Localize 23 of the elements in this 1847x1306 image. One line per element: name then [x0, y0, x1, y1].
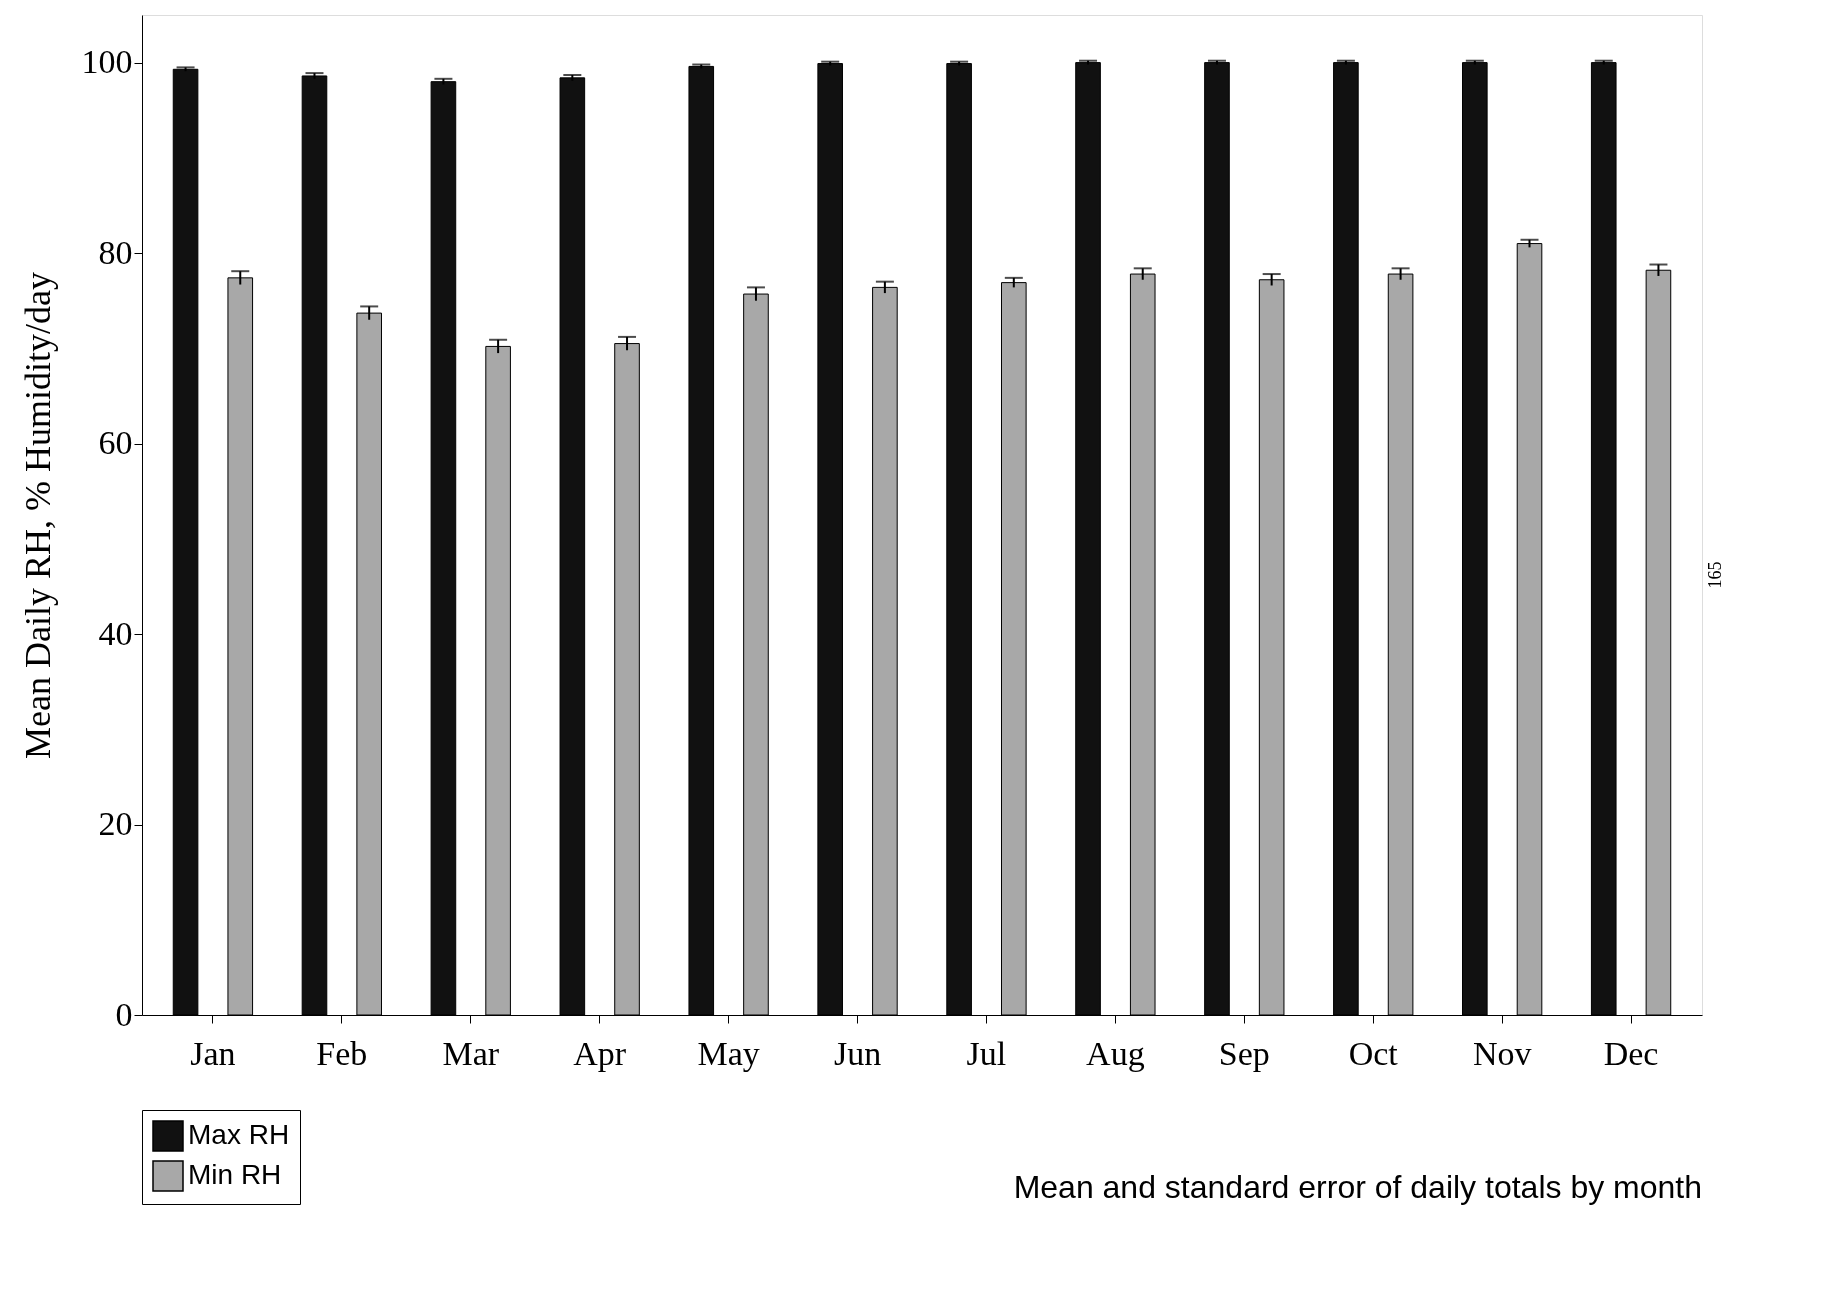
x-tick-label: Jan [190, 1034, 236, 1072]
y-tick-label: 20 [98, 805, 133, 843]
y-tick-label: 80 [98, 233, 133, 271]
y-tick-label: 100 [81, 43, 133, 81]
x-tick-label: Aug [1086, 1034, 1145, 1072]
x-tick-label: Apr [573, 1034, 627, 1072]
x-tick-label: Oct [1348, 1034, 1399, 1072]
y-axis-title: Mean Daily RH, % Humidity/day [17, 272, 58, 759]
y-tick-label: 60 [98, 424, 133, 462]
x-tick-label: Mar [442, 1034, 500, 1072]
x-tick-label: Feb [316, 1034, 368, 1072]
y-tick-label: 40 [98, 614, 133, 652]
text: Mean and standard error of daily totals by month [1013, 1169, 1702, 1205]
x-tick-label: Dec [1603, 1034, 1659, 1072]
legend-label: Max RH [188, 1119, 290, 1150]
x-tick-label: May [697, 1034, 760, 1072]
y-tick-label: 0 [115, 995, 133, 1033]
text: 165 [1705, 561, 1725, 589]
x-tick-label: Jun [833, 1034, 882, 1072]
legend-label: Min RH [188, 1159, 282, 1190]
x-tick-label: Nov [1472, 1034, 1532, 1072]
x-tick-label: Jul [966, 1034, 1007, 1072]
x-tick-label: Sep [1218, 1034, 1270, 1072]
